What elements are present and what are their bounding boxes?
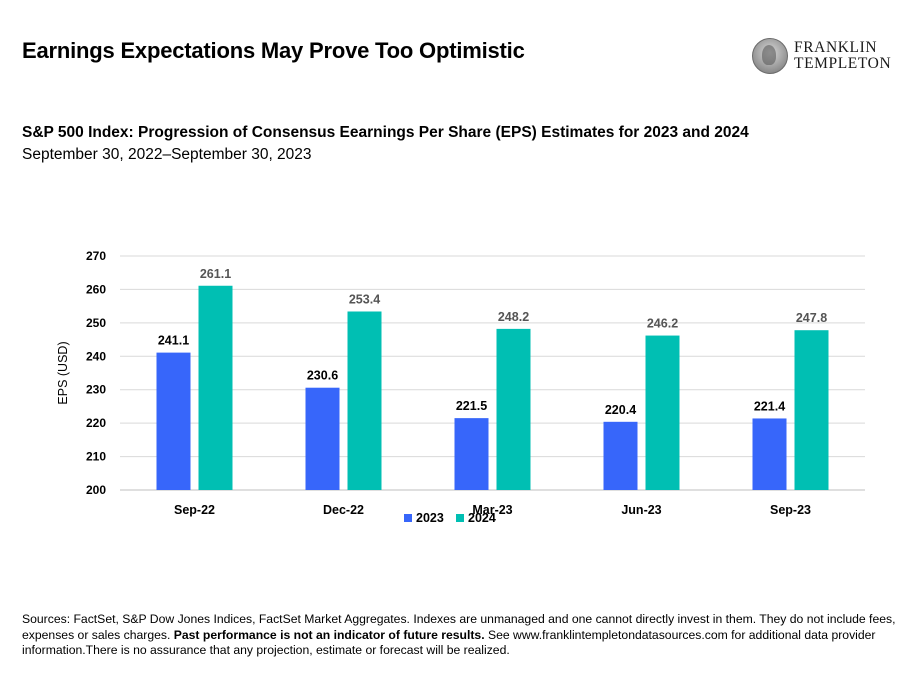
bar-2024-Mar-23: [496, 328, 531, 490]
data-label-2024-Mar-23: 248.2: [498, 310, 529, 324]
footnote: Sources: FactSet, S&P Dow Jones Indices,…: [22, 612, 902, 659]
y-tick-label: 240: [86, 349, 106, 363]
footnote-more-info: See www.franklintempletondatasources.com…: [22, 627, 876, 658]
x-tick-label: Dec-22: [323, 503, 364, 517]
logo-line-2: TEMPLETON: [794, 55, 892, 72]
x-tick-label: Jun-23: [621, 503, 661, 517]
chart-title: S&P 500 Index: Progression of Consensus …: [22, 124, 749, 141]
data-label-2024-Jun-23: 246.2: [647, 317, 678, 331]
bar-2023-Sep-23: [752, 418, 787, 490]
bar-2023-Mar-23: [454, 418, 489, 490]
bar-2024-Sep-23: [794, 330, 829, 490]
x-tick-label: Sep-23: [770, 503, 811, 517]
logo-seal-icon: [752, 38, 788, 74]
logo-wordmark: FRANKLIN TEMPLETON: [794, 40, 891, 72]
legend-swatch-2024: [456, 514, 464, 522]
data-label-2023-Mar-23: 221.5: [456, 399, 487, 413]
franklin-templeton-logo: FRANKLIN TEMPLETON: [752, 38, 902, 74]
data-label-2023-Sep-22: 241.1: [158, 334, 189, 348]
bar-2024-Sep-22: [198, 285, 233, 490]
logo-line-1: FRANKLIN: [794, 39, 878, 56]
bar-2023-Sep-22: [156, 352, 191, 490]
data-label-2023-Sep-23: 221.4: [754, 399, 785, 413]
legend-swatch-2023: [404, 514, 412, 522]
y-tick-label: 250: [86, 316, 106, 330]
chart-subtitle: September 30, 2022–September 30, 2023: [22, 146, 312, 163]
y-tick-label: 230: [86, 383, 106, 397]
y-tick-label: 200: [86, 483, 106, 497]
bar-2023-Dec-22: [305, 387, 340, 490]
footnote-sources: Sources: FactSet, S&P Dow Jones Indices,…: [22, 612, 896, 642]
y-axis-label: EPS (USD): [56, 341, 70, 404]
data-label-2023-Dec-22: 230.6: [307, 369, 338, 383]
data-label-2024-Sep-22: 261.1: [200, 267, 231, 281]
bar-2024-Jun-23: [645, 335, 680, 490]
footnote-disclaimer: Past performance is not an indicator of …: [173, 627, 485, 642]
y-tick-label: 270: [86, 249, 106, 263]
legend-label-2023: 2023: [416, 511, 444, 525]
x-tick-label: Sep-22: [174, 503, 215, 517]
bar-2023-Jun-23: [603, 421, 638, 490]
page-title: Earnings Expectations May Prove Too Opti…: [22, 38, 525, 63]
y-tick-label: 220: [86, 416, 106, 430]
legend-label-2024: 2024: [468, 511, 496, 525]
data-label-2024-Sep-23: 247.8: [796, 311, 827, 325]
y-tick-label: 210: [86, 450, 106, 464]
y-tick-label: 260: [86, 282, 106, 296]
data-label-2024-Dec-22: 253.4: [349, 292, 380, 306]
data-label-2023-Jun-23: 220.4: [605, 403, 636, 417]
x-tick-label: Mar-23: [472, 503, 512, 517]
bar-2024-Dec-22: [347, 311, 382, 490]
